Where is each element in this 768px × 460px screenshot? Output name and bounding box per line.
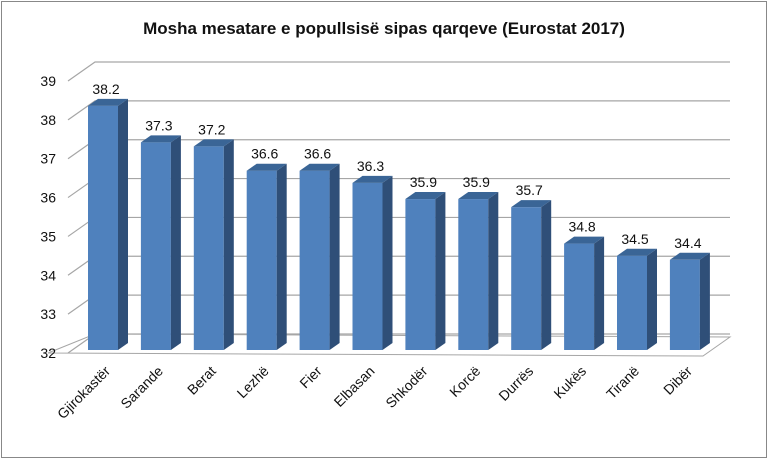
x-tick-label: Berat <box>184 363 219 398</box>
bar-side <box>647 248 657 350</box>
gridline <box>67 100 730 121</box>
data-label: 35.9 <box>410 174 437 190</box>
bar-front <box>511 207 542 350</box>
x-tick-label: Shkodër <box>382 363 430 411</box>
bar: 35.9 <box>405 174 446 350</box>
bar: 35.7 <box>511 182 552 350</box>
bar: 37.2 <box>193 121 234 350</box>
data-label: 34.5 <box>621 231 648 247</box>
x-tick-label: Sarande <box>117 363 166 412</box>
y-tick-label: 35 <box>40 228 56 244</box>
bar-front <box>458 199 489 350</box>
bar: 34.8 <box>564 219 605 350</box>
data-label: 35.7 <box>516 182 543 198</box>
bar-front <box>669 259 700 350</box>
y-tick-label: 39 <box>40 73 56 89</box>
bar-top <box>617 248 657 256</box>
floor-plane <box>47 333 732 357</box>
data-label: 34.8 <box>568 219 595 235</box>
bar-top <box>193 139 234 147</box>
y-tick-label: 37 <box>40 151 56 167</box>
y-tick-label: 34 <box>40 267 56 283</box>
bar-front <box>352 182 383 350</box>
bar-top <box>669 252 710 260</box>
bar: 34.4 <box>669 235 710 350</box>
data-label: 38.2 <box>92 81 119 97</box>
data-label: 36.6 <box>251 146 278 162</box>
bar-front <box>299 170 330 350</box>
x-tick-label: Korcë <box>446 363 483 400</box>
bar-side <box>382 175 393 350</box>
bar-side <box>170 135 181 350</box>
x-tick-label: Kukës <box>550 363 589 402</box>
bar: 36.6 <box>299 146 340 350</box>
bar-side <box>276 163 287 350</box>
data-label: 37.2 <box>198 121 225 137</box>
bar-front <box>88 105 118 351</box>
bar-front <box>405 199 436 350</box>
x-tick-label: Elbasan <box>331 363 378 410</box>
x-tick-label: Durrës <box>495 363 536 404</box>
bar-side <box>699 252 710 350</box>
bar-front <box>617 255 647 350</box>
bar-side <box>329 163 340 350</box>
bar-top <box>352 175 393 183</box>
bar: 36.6 <box>246 146 287 350</box>
data-label: 35.9 <box>463 174 490 190</box>
chart-title: Mosha mesatare e popullsisë sipas qarqev… <box>143 19 625 38</box>
bar: 38.2 <box>88 81 128 351</box>
bar-front <box>140 142 171 350</box>
bar-top <box>140 135 181 143</box>
bar: 36.3 <box>352 158 393 350</box>
bar: 34.5 <box>617 231 657 350</box>
bar-side <box>488 192 499 350</box>
bar-front <box>193 146 224 350</box>
bar-front <box>564 243 595 350</box>
bar-side <box>594 236 605 350</box>
bar-top <box>246 163 287 171</box>
bar-top <box>299 163 340 171</box>
y-tick-label: 36 <box>40 190 56 206</box>
bar-front <box>246 170 277 350</box>
bar-top <box>458 192 499 200</box>
data-label: 36.3 <box>357 158 384 174</box>
gridline <box>67 61 730 82</box>
bar-side <box>541 200 552 350</box>
bar-top <box>511 200 552 208</box>
y-tick-label: 32 <box>40 345 56 361</box>
bar: 37.3 <box>140 117 181 350</box>
bar: 35.9 <box>458 174 499 350</box>
bar-side <box>118 98 128 351</box>
data-label: 37.3 <box>145 117 172 133</box>
y-tick-label: 38 <box>40 112 56 128</box>
x-tick-label: Fier <box>296 363 325 392</box>
x-tick-label: Dibër <box>660 363 695 398</box>
bar-top <box>405 192 446 200</box>
x-tick-label: Lezhë <box>234 363 272 401</box>
data-label: 36.6 <box>304 146 331 162</box>
y-tick-label: 33 <box>40 306 56 322</box>
bar-side <box>223 139 234 350</box>
data-label: 34.4 <box>674 235 701 251</box>
x-tick-label: Gjirokastër <box>54 363 113 422</box>
bar-top <box>564 236 605 244</box>
x-tick-label: Tiranë <box>603 363 642 402</box>
bar-top <box>88 98 128 106</box>
bar-side <box>435 192 446 350</box>
